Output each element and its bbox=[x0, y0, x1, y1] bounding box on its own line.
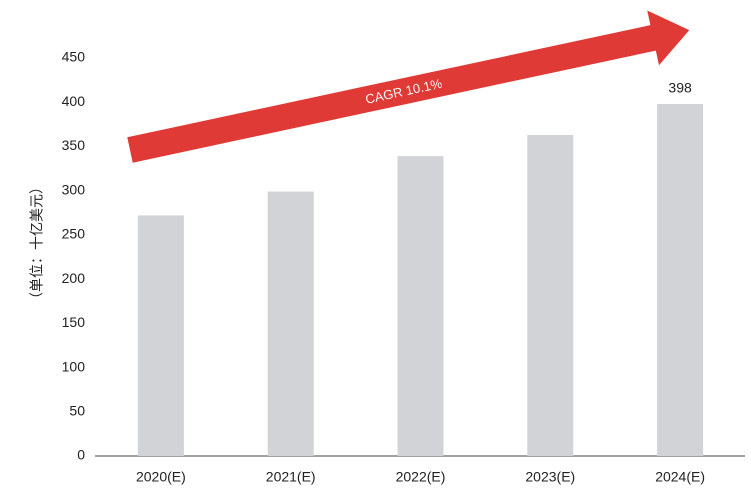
y-axis-label: （单位：十亿美元） bbox=[29, 180, 45, 306]
x-tick-label: 2020(E) bbox=[136, 469, 186, 485]
y-tick-label: 150 bbox=[62, 314, 86, 330]
cagr-arrow: CAGR 10.1% bbox=[127, 10, 690, 163]
y-tick-label: 450 bbox=[62, 49, 86, 65]
y-tick-label: 350 bbox=[62, 137, 86, 153]
bar bbox=[137, 215, 184, 456]
y-tick-label: 400 bbox=[62, 93, 86, 109]
arrow-shape bbox=[127, 10, 690, 163]
x-tick-label: 2021(E) bbox=[266, 469, 316, 485]
bar bbox=[267, 191, 314, 456]
data-label: 398 bbox=[668, 80, 692, 96]
x-tick-label: 2022(E) bbox=[396, 469, 446, 485]
y-tick-label: 250 bbox=[62, 226, 86, 242]
x-tick-label: 2024(E) bbox=[655, 469, 705, 485]
y-tick-label: 0 bbox=[77, 447, 85, 463]
y-tick-label: 200 bbox=[62, 270, 86, 286]
bar bbox=[527, 134, 574, 457]
y-tick-label: 300 bbox=[62, 181, 86, 197]
x-tick-label: 2023(E) bbox=[525, 469, 575, 485]
bar bbox=[657, 103, 704, 456]
y-tick-label: 50 bbox=[69, 402, 85, 418]
bar bbox=[397, 156, 444, 456]
y-tick-label: 100 bbox=[62, 358, 86, 374]
